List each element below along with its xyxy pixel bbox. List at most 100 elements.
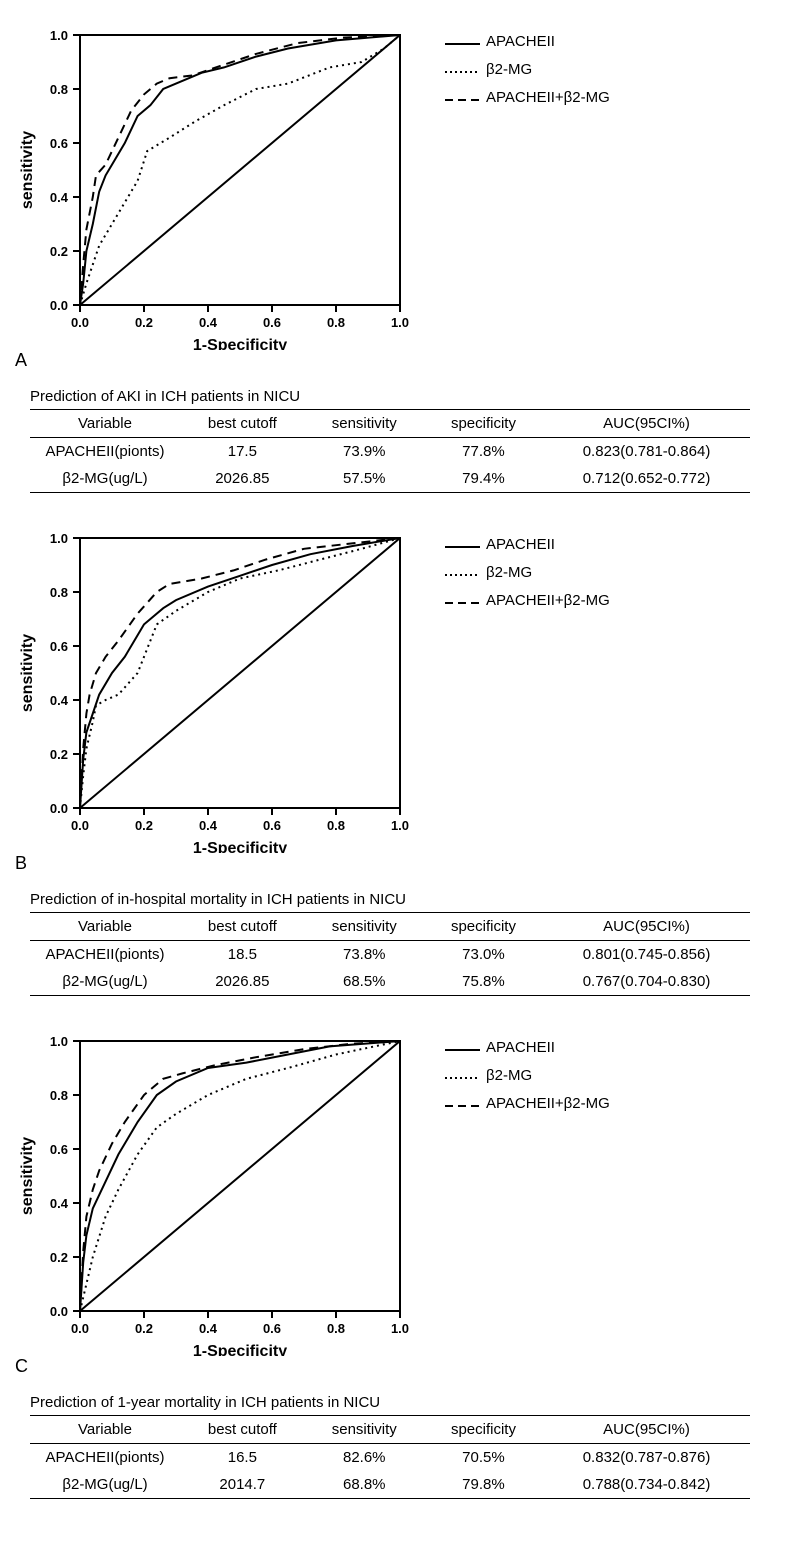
results-table: Variablebest cutoffsensitivityspecificit… (30, 1415, 750, 1499)
table-cell: 75.8% (424, 968, 543, 996)
panel-label: A (15, 350, 435, 371)
table-cell: β2-MG(ug/L) (30, 968, 180, 996)
legend-item: β2-MG (445, 1064, 610, 1088)
legend-item: APACHEII (445, 533, 610, 557)
svg-text:0.6: 0.6 (50, 136, 68, 151)
table-row: β2-MG(ug/L)2026.8568.5%75.8%0.767(0.704-… (30, 968, 750, 996)
table-cell: 2026.85 (180, 465, 305, 493)
svg-text:sensitivity: sensitivity (19, 634, 36, 712)
table-cell: 68.5% (305, 968, 424, 996)
legend-line-icon (445, 1097, 480, 1111)
svg-text:0.6: 0.6 (263, 1321, 281, 1336)
table-header: best cutoff (180, 913, 305, 941)
svg-text:0.0: 0.0 (50, 1304, 68, 1319)
table-cell: 18.5 (180, 941, 305, 969)
panel-label: C (15, 1356, 435, 1377)
svg-text:0.0: 0.0 (71, 1321, 89, 1336)
svg-text:sensitivity: sensitivity (19, 131, 36, 209)
table-cell: 77.8% (424, 438, 543, 466)
table-row: APACHEII(pionts)18.573.8%73.0%0.801(0.74… (30, 941, 750, 969)
panel-B: 0.00.00.20.20.40.40.60.60.80.81.01.01-Sp… (10, 523, 790, 996)
svg-text:1.0: 1.0 (50, 1034, 68, 1049)
table-cell: β2-MG(ug/L) (30, 465, 180, 493)
svg-text:0.4: 0.4 (50, 190, 69, 205)
table-cell: 79.4% (424, 465, 543, 493)
legend: APACHEII β2-MG APACHEII+β2-MG (445, 1026, 610, 1120)
legend-item: APACHEII+β2-MG (445, 1092, 610, 1116)
legend-label: APACHEII (486, 533, 555, 557)
legend-item: APACHEII+β2-MG (445, 86, 610, 110)
table-header: best cutoff (180, 410, 305, 438)
table-cell: 68.8% (305, 1471, 424, 1499)
table-caption: Prediction of 1-year mortality in ICH pa… (30, 1394, 790, 1411)
legend: APACHEII β2-MG APACHEII+β2-MG (445, 523, 610, 617)
svg-text:0.6: 0.6 (50, 639, 68, 654)
table-cell: 2014.7 (180, 1471, 305, 1499)
table-cell: 0.788(0.734-0.842) (543, 1471, 750, 1499)
legend-line-icon (445, 35, 480, 49)
table-cell: 57.5% (305, 465, 424, 493)
svg-text:0.8: 0.8 (327, 1321, 345, 1336)
legend-item: APACHEII (445, 1036, 610, 1060)
svg-text:sensitivity: sensitivity (19, 1137, 36, 1215)
table-cell: APACHEII(pionts) (30, 438, 180, 466)
roc-chart: 0.00.00.20.20.40.40.60.60.80.81.01.01-Sp… (10, 523, 430, 853)
table-caption: Prediction of in-hospital mortality in I… (30, 891, 790, 908)
svg-text:0.4: 0.4 (199, 315, 218, 330)
table-row: β2-MG(ug/L)2014.768.8%79.8%0.788(0.734-0… (30, 1471, 750, 1499)
svg-text:0.2: 0.2 (135, 1321, 153, 1336)
table-cell: 0.823(0.781-0.864) (543, 438, 750, 466)
legend-label: APACHEII+β2-MG (486, 1092, 610, 1116)
svg-text:0.4: 0.4 (199, 818, 218, 833)
table-cell: 0.712(0.652-0.772) (543, 465, 750, 493)
legend-label: APACHEII (486, 1036, 555, 1060)
table-cell: APACHEII(pionts) (30, 941, 180, 969)
svg-text:1.0: 1.0 (50, 28, 68, 43)
table-header: sensitivity (305, 913, 424, 941)
table-header: specificity (424, 410, 543, 438)
table-cell: 0.801(0.745-0.856) (543, 941, 750, 969)
legend: APACHEII β2-MG APACHEII+β2-MG (445, 20, 610, 114)
legend-line-icon (445, 566, 480, 580)
legend-label: β2-MG (486, 1064, 532, 1088)
svg-text:1.0: 1.0 (50, 531, 68, 546)
svg-text:1-Specificity: 1-Specificity (193, 337, 287, 350)
table-cell: APACHEII(pionts) (30, 1444, 180, 1472)
table-cell: 17.5 (180, 438, 305, 466)
legend-line-icon (445, 538, 480, 552)
table-cell: 79.8% (424, 1471, 543, 1499)
legend-label: APACHEII+β2-MG (486, 86, 610, 110)
svg-text:1-Specificity: 1-Specificity (193, 840, 287, 853)
table-cell: 73.0% (424, 941, 543, 969)
legend-item: APACHEII (445, 30, 610, 54)
table-header: AUC(95CI%) (543, 410, 750, 438)
svg-text:1.0: 1.0 (391, 315, 409, 330)
svg-text:0.6: 0.6 (50, 1142, 68, 1157)
legend-item: β2-MG (445, 58, 610, 82)
svg-text:0.0: 0.0 (71, 315, 89, 330)
table-header: Variable (30, 410, 180, 438)
table-cell: 0.767(0.704-0.830) (543, 968, 750, 996)
legend-line-icon (445, 91, 480, 105)
svg-text:0.8: 0.8 (327, 315, 345, 330)
panel-C: 0.00.00.20.20.40.40.60.60.80.81.01.01-Sp… (10, 1026, 790, 1499)
legend-line-icon (445, 1041, 480, 1055)
table-cell: 0.832(0.787-0.876) (543, 1444, 750, 1472)
svg-text:0.2: 0.2 (50, 747, 68, 762)
legend-label: β2-MG (486, 561, 532, 585)
svg-text:0.8: 0.8 (50, 82, 68, 97)
table-row: β2-MG(ug/L)2026.8557.5%79.4%0.712(0.652-… (30, 465, 750, 493)
roc-chart: 0.00.00.20.20.40.40.60.60.80.81.01.01-Sp… (10, 1026, 430, 1356)
table-row: APACHEII(pionts)16.582.6%70.5%0.832(0.78… (30, 1444, 750, 1472)
legend-line-icon (445, 1069, 480, 1083)
svg-text:0.6: 0.6 (263, 315, 281, 330)
svg-text:1-Specificity: 1-Specificity (193, 1343, 287, 1356)
table-header: sensitivity (305, 1416, 424, 1444)
table-cell: 82.6% (305, 1444, 424, 1472)
table-header: specificity (424, 913, 543, 941)
legend-label: β2-MG (486, 58, 532, 82)
results-table: Variablebest cutoffsensitivityspecificit… (30, 409, 750, 493)
svg-text:0.8: 0.8 (50, 1088, 68, 1103)
roc-chart: 0.00.00.20.20.40.40.60.60.80.81.01.01-Sp… (10, 20, 430, 350)
table-header: specificity (424, 1416, 543, 1444)
